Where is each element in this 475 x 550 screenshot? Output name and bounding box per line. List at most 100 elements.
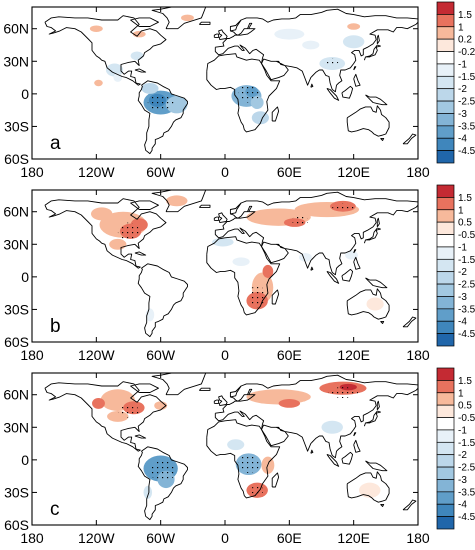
lon-tick-label: 120W xyxy=(78,164,115,180)
colorbar-box xyxy=(436,283,455,297)
anomaly-area xyxy=(262,264,274,278)
coastline-australia xyxy=(346,105,390,137)
colorbar-label: -4.5 xyxy=(458,512,475,523)
coastline-japan xyxy=(363,227,381,244)
colorbar-box xyxy=(436,441,455,456)
colorbar-label: 1 xyxy=(458,205,464,216)
lat-tick-label: 30N xyxy=(3,236,29,252)
coastline-new-zealand xyxy=(402,133,417,145)
coastline-cuba xyxy=(134,251,147,256)
colorbar-label: -3.5 xyxy=(458,487,475,498)
coastline-tasmania xyxy=(380,503,385,507)
coastline-north-america xyxy=(44,381,167,452)
lat-tick-label: 60S xyxy=(4,334,29,350)
significance-stippling xyxy=(291,216,309,225)
colorbar-label: 1 xyxy=(458,388,464,399)
anomaly-area xyxy=(246,389,311,405)
coastline-sri-lanka xyxy=(310,449,314,454)
lon-tick-label: 180 xyxy=(20,164,44,180)
lon-tick-label: 120E xyxy=(337,164,370,180)
coastline-sri-lanka xyxy=(310,266,314,271)
coastline-new-guinea xyxy=(365,94,388,106)
significance-stippling xyxy=(325,58,339,65)
colorbar-label: -4 xyxy=(458,317,467,328)
coastline-sumatra xyxy=(326,453,340,467)
colorbar-label: 1.5 xyxy=(458,193,472,204)
panel-label: a xyxy=(50,133,61,154)
coastline-borneo xyxy=(341,268,354,282)
panel-label: c xyxy=(50,499,60,520)
colorbar-box xyxy=(436,392,455,406)
lat-tick-label: 60N xyxy=(3,21,29,37)
coastline-taiwan xyxy=(353,66,357,71)
coastline-ireland xyxy=(213,33,220,38)
coastline-sri-lanka xyxy=(310,83,314,88)
coastline-arabian-gap xyxy=(261,58,277,64)
coastline-taiwan xyxy=(353,432,357,437)
colorbar-label: 1.5 xyxy=(458,10,472,21)
colorbar: 1.51 0.2-0.2-1 -1.5-2 -2.5-3-3.5 -4-4.5 xyxy=(436,1,475,164)
lon-tick-label: 60W xyxy=(146,347,176,363)
colorbar-label: -0.5 xyxy=(458,230,475,241)
lon-tick-label: 180 xyxy=(406,530,430,546)
colorbar-label: -4 xyxy=(458,500,467,511)
colorbar-label: -2 xyxy=(458,450,467,461)
anomaly-area xyxy=(90,207,113,221)
anomaly-area xyxy=(232,257,250,266)
significance-stippling xyxy=(237,455,260,473)
coastline-taiwan xyxy=(353,249,357,254)
coastline-greenland xyxy=(151,190,207,213)
colorbar-label: -3 xyxy=(458,292,467,303)
colorbar-box xyxy=(436,258,455,273)
anomaly-area xyxy=(181,14,194,22)
coastline-north-america xyxy=(44,15,167,86)
significance-stippling xyxy=(117,404,140,418)
coastline-africa xyxy=(206,419,281,499)
colorbar-box xyxy=(436,38,455,52)
lat-tick-label: 0 xyxy=(21,452,29,468)
coastline-philippines xyxy=(353,256,361,270)
lat-tick-label: 0 xyxy=(21,269,29,285)
anomaly-area xyxy=(345,250,358,260)
anomaly-area xyxy=(109,238,127,250)
lon-tick-label: 0 xyxy=(221,530,229,546)
colorbar-box xyxy=(436,296,455,310)
lat-tick-label: 30S xyxy=(4,484,29,500)
colorbar-label: 0.2 xyxy=(458,35,472,46)
coastline-baffin xyxy=(130,383,159,393)
anomaly-area xyxy=(278,399,301,408)
coastline-britain xyxy=(218,29,228,41)
colorbar-box xyxy=(436,14,455,28)
significance-stippling xyxy=(327,387,358,398)
colorbar-box xyxy=(436,246,455,260)
coastline-iceland xyxy=(198,21,211,25)
lat-tick-label: 30S xyxy=(4,118,29,134)
colorbar-box xyxy=(436,63,455,77)
colorbar-box xyxy=(436,466,455,480)
lat-tick-label: 30N xyxy=(3,53,29,69)
coastline-japan xyxy=(363,44,381,61)
lon-tick-label: 60W xyxy=(146,530,176,546)
colorbar-box xyxy=(436,333,455,347)
colorbar-label: -1 xyxy=(458,242,467,253)
coastline-britain xyxy=(218,395,228,407)
anomaly-area xyxy=(141,83,159,94)
coastline-philippines xyxy=(353,73,361,87)
coastline-iceland xyxy=(198,387,211,391)
lat-tick-label: 30S xyxy=(4,301,29,317)
colorbar-label: -4 xyxy=(458,134,467,145)
coastline-scandinavia-fill xyxy=(230,385,242,398)
colorbar-box xyxy=(436,184,455,198)
colorbar-box xyxy=(436,113,455,127)
coastline-sumatra xyxy=(326,270,340,284)
lon-tick-label: 60E xyxy=(277,530,302,546)
colorbar-label: -1.5 xyxy=(458,72,475,83)
colorbar-box xyxy=(436,503,455,517)
coastline-sakhalin xyxy=(376,34,380,45)
anomaly-area xyxy=(94,79,103,87)
colorbar-label: -1 xyxy=(458,425,467,436)
coastline-tasmania xyxy=(380,320,385,324)
colorbar-box xyxy=(436,380,455,394)
